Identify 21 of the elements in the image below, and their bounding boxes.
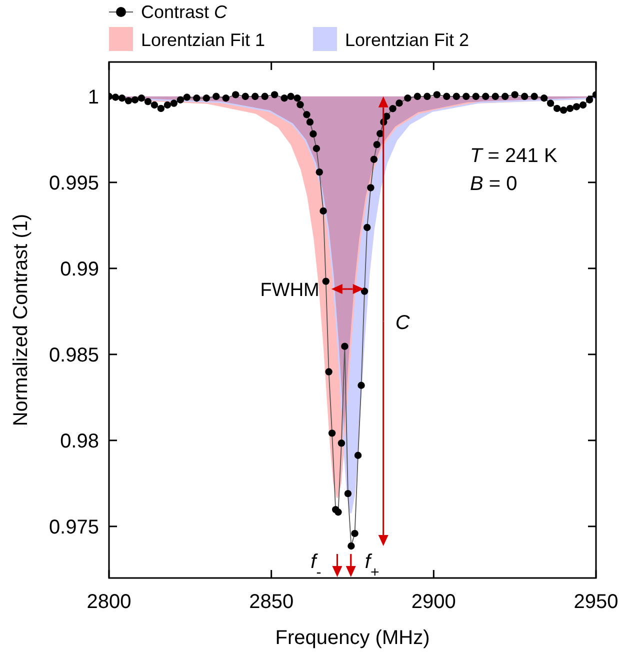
y-tick-label: 0.98	[60, 430, 99, 452]
x-axis-title: Frequency (MHz)	[275, 627, 430, 649]
legend-label: Lorentzian Fit 1	[141, 30, 266, 50]
legend-label: Lorentzian Fit 2	[345, 30, 470, 50]
y-tick-label: 0.975	[48, 516, 99, 538]
x-tick-label: 2850	[249, 591, 294, 613]
y-tick-label: 0.995	[48, 172, 99, 194]
annotation: FWHM	[260, 280, 320, 302]
legend-label: Contrast C	[141, 2, 228, 22]
annotation: f$_{+}$	[364, 551, 380, 580]
x-tick-label: 2950	[574, 591, 618, 613]
y-axis-title: Normalized Contrast (1)	[10, 214, 32, 426]
y-tick-label: 0.99	[60, 258, 99, 280]
annotation: f$_{-}$	[310, 551, 322, 580]
annotation: B = 0	[470, 173, 518, 195]
annotation: C	[395, 312, 410, 334]
annotation: T = 241 K	[470, 145, 558, 167]
y-tick-label: 1	[88, 86, 99, 108]
x-tick-label: 2800	[86, 591, 132, 613]
y-tick-label: 0.985	[48, 344, 99, 366]
x-tick-label: 2900	[411, 591, 456, 613]
